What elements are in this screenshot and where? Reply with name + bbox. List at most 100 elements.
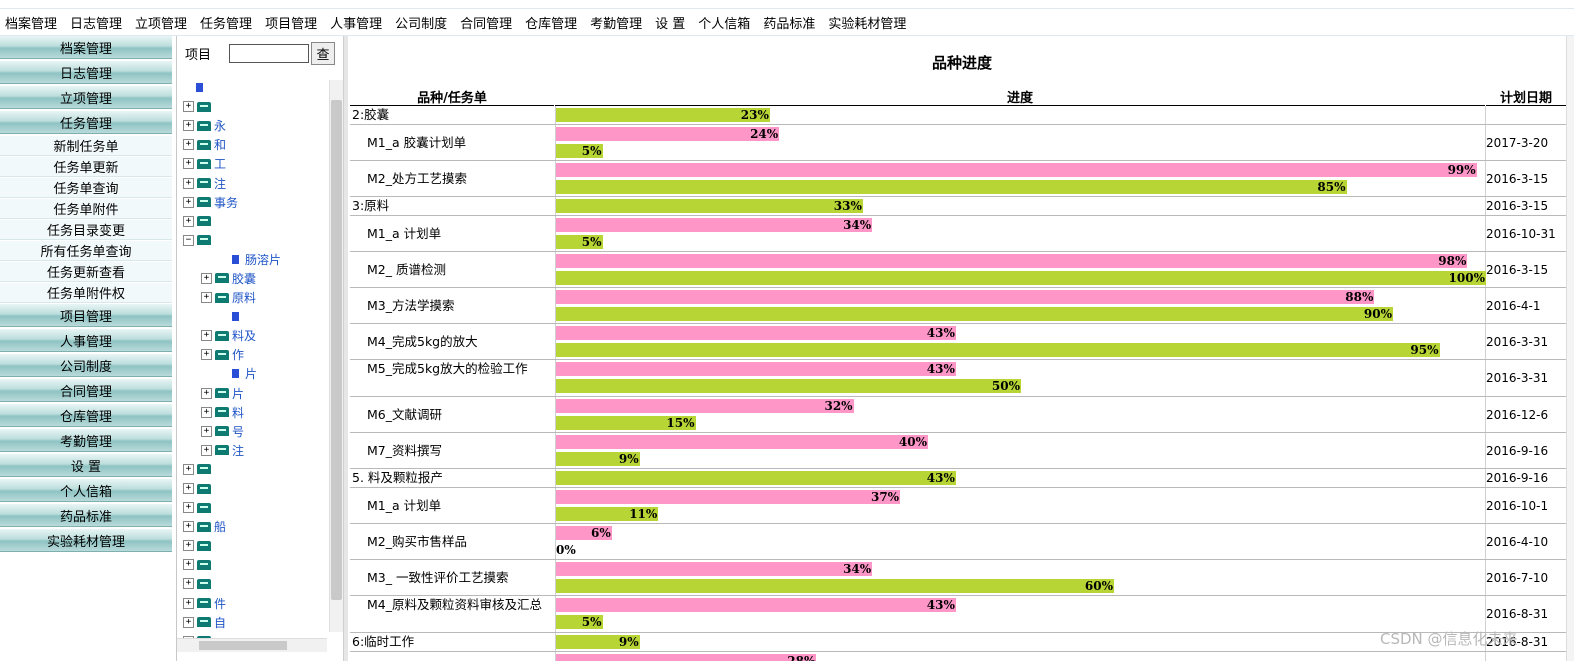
row-name[interactable]: M2_处方工艺摸索 (367, 170, 467, 186)
tree-node[interactable]: + (177, 479, 327, 498)
row-name[interactable]: 2:胶囊 (352, 107, 390, 122)
sidebar-section[interactable]: 日志管理 (0, 61, 172, 84)
expand-toggle-icon[interactable]: + (183, 463, 194, 475)
expand-toggle-icon[interactable]: + (183, 101, 194, 113)
tree-search-button[interactable]: 查 (311, 41, 336, 65)
sidebar-section[interactable]: 考勤管理 (0, 429, 172, 452)
expand-toggle-icon[interactable]: + (183, 196, 194, 208)
expand-toggle-icon[interactable]: + (183, 120, 194, 132)
row-name[interactable]: M4_完成5kg的放大 (367, 333, 478, 349)
sidebar-section[interactable]: 设 置 (0, 454, 172, 477)
tree-node[interactable]: + 胶囊 (177, 269, 327, 288)
row-name[interactable]: 3:原料 (352, 198, 390, 213)
tree-horizontal-scrollbar[interactable] (177, 638, 327, 652)
expand-toggle-icon[interactable]: + (183, 597, 194, 609)
row-name[interactable]: M2_ 质谱检测 (367, 261, 446, 277)
top-menu-item[interactable]: 药品标准 (763, 16, 816, 32)
row-name[interactable]: M1_a 计划单 (367, 497, 442, 513)
tree-node[interactable] (177, 307, 327, 326)
tree-node[interactable]: 片 (177, 364, 327, 383)
main-vertical-scrollbar[interactable] (1566, 36, 1574, 661)
sidebar-subitem[interactable]: 任务单附件 (0, 199, 172, 219)
tree-node[interactable]: + 原料 (177, 288, 327, 307)
tree-node[interactable]: + 和 (177, 135, 327, 154)
expand-toggle-icon[interactable]: + (183, 578, 194, 590)
top-menu-item[interactable]: 立项管理 (135, 16, 188, 32)
sidebar-section[interactable]: 仓库管理 (0, 404, 172, 427)
expand-toggle-icon[interactable]: + (201, 349, 212, 361)
sidebar-subitem[interactable]: 任务目录变更 (0, 220, 172, 240)
tree-node[interactable]: + (177, 555, 327, 574)
expand-toggle-icon[interactable]: + (183, 540, 194, 552)
top-menu-item[interactable]: 实验耗材管理 (828, 16, 907, 32)
top-menu-item[interactable]: 人事管理 (330, 16, 383, 32)
expand-toggle-icon[interactable]: + (201, 272, 212, 284)
top-menu-item[interactable]: 个人信箱 (698, 16, 751, 32)
sidebar-section[interactable]: 档案管理 (0, 36, 172, 59)
expand-toggle-icon[interactable]: + (183, 502, 194, 514)
expand-toggle-icon[interactable]: + (183, 215, 194, 227)
tree-node[interactable]: − (177, 231, 327, 250)
sidebar-section[interactable]: 实验耗材管理 (0, 529, 172, 552)
top-menu-item[interactable]: 仓库管理 (525, 16, 578, 32)
expand-toggle-icon[interactable]: + (183, 177, 194, 189)
tree-node[interactable]: + (177, 97, 327, 116)
tree-vertical-scrollbar[interactable] (329, 80, 343, 632)
tree-node[interactable]: + (177, 574, 327, 593)
top-menu-item[interactable]: 任务管理 (200, 16, 253, 32)
expand-toggle-icon[interactable]: − (183, 234, 194, 246)
row-name[interactable]: M1_a 胶囊计划单 (367, 134, 467, 150)
tree-node[interactable]: + 注 (177, 441, 327, 460)
sidebar-section[interactable]: 任务管理 (0, 111, 172, 134)
top-menu-item[interactable]: 档案管理 (5, 16, 58, 32)
sidebar-subitem[interactable]: 任务更新查看 (0, 262, 172, 282)
row-name[interactable]: M5_完成5kg放大的检验工作 (367, 361, 528, 376)
tree-node[interactable]: + 片 (177, 384, 327, 403)
row-name[interactable]: M3_ 一致性评价工艺摸索 (367, 569, 509, 585)
tree-node[interactable]: + (177, 212, 327, 231)
tree-node[interactable]: + (177, 460, 327, 479)
tree-node[interactable]: + 件 (177, 594, 327, 613)
expand-toggle-icon[interactable]: + (201, 387, 212, 399)
tree-node[interactable]: + 船 (177, 517, 327, 536)
sidebar-subitem[interactable]: 任务单查询 (0, 178, 172, 198)
sidebar-section[interactable]: 公司制度 (0, 354, 172, 377)
sidebar-section[interactable]: 药品标准 (0, 504, 172, 527)
row-name[interactable]: M2_购买市售样品 (367, 533, 467, 549)
top-menu-item[interactable]: 项目管理 (265, 16, 318, 32)
tree-node[interactable]: + (177, 536, 327, 555)
expand-toggle-icon[interactable]: + (183, 483, 194, 495)
tree-node[interactable] (177, 78, 327, 97)
expand-toggle-icon[interactable]: + (201, 425, 212, 437)
row-name[interactable]: 6:临时工作 (352, 634, 415, 649)
row-name[interactable]: M7_资料撰写 (367, 442, 442, 458)
row-name[interactable]: M6_文献调研 (367, 406, 442, 422)
tree-node[interactable]: + 自 (177, 613, 327, 632)
expand-toggle-icon[interactable]: + (183, 521, 194, 533)
expand-toggle-icon[interactable]: + (201, 444, 212, 456)
row-name[interactable]: 5. 料及颗粒报产 (352, 470, 443, 485)
tree-node[interactable]: + 作 (177, 345, 327, 364)
row-name[interactable]: M1_a 计划单 (367, 225, 442, 241)
tree-node[interactable]: 肠溶片 (177, 250, 327, 269)
row-name[interactable]: M3_方法学摸索 (367, 297, 455, 313)
tree-node[interactable]: + 注 (177, 173, 327, 192)
tree-node[interactable]: + (177, 498, 327, 517)
expand-toggle-icon[interactable]: + (201, 292, 212, 304)
row-name[interactable]: M4_原料及颗粒资料审核及汇总 (367, 597, 542, 612)
expand-toggle-icon[interactable]: + (183, 616, 194, 628)
tree-node[interactable]: + 号 (177, 422, 327, 441)
top-menu-item[interactable]: 考勤管理 (590, 16, 643, 32)
top-menu-item[interactable]: 公司制度 (395, 16, 448, 32)
top-menu-item[interactable]: 日志管理 (70, 16, 123, 32)
sidebar-subitem[interactable]: 新制任务单 (0, 136, 172, 156)
expand-toggle-icon[interactable]: + (183, 139, 194, 151)
tree-node[interactable]: + 永 (177, 116, 327, 135)
sidebar-section[interactable]: 立项管理 (0, 86, 172, 109)
expand-toggle-icon[interactable]: + (183, 559, 194, 571)
sidebar-subitem[interactable]: 所有任务单查询 (0, 241, 172, 261)
top-menu-item[interactable]: 合同管理 (460, 16, 513, 32)
tree-node[interactable]: + 料 (177, 403, 327, 422)
tree-node[interactable]: + 工 (177, 154, 327, 173)
tree-node[interactable]: + 料及 (177, 326, 327, 345)
